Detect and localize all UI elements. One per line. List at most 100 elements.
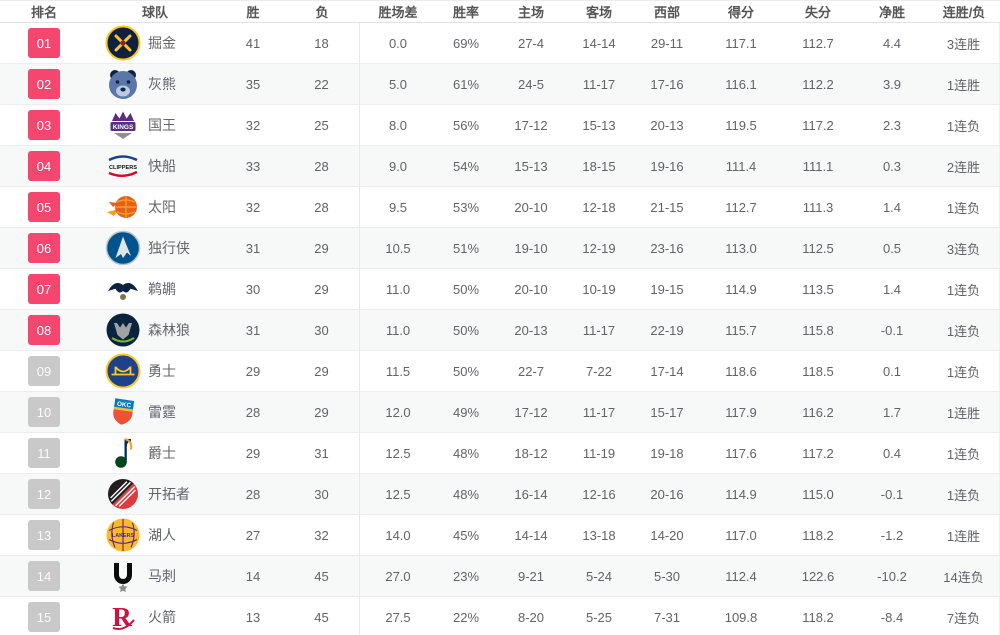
team-cell[interactable]: LAKERS 湖人 bbox=[88, 515, 222, 555]
games-behind-cell: 12.0 bbox=[385, 404, 411, 420]
net-points-cell: 0.5 bbox=[882, 240, 902, 256]
net-points-cell: 3.9 bbox=[882, 76, 902, 92]
home-record-cell: 9-21 bbox=[517, 568, 545, 584]
west-record-cell: 14-20 bbox=[650, 527, 684, 543]
team-name[interactable]: 鹈鹕 bbox=[148, 281, 176, 297]
team-cell[interactable]: CLIPPERS 快船 bbox=[88, 146, 222, 186]
col-header-rank: 排名 bbox=[30, 5, 57, 20]
rank-cell: 04 bbox=[0, 146, 88, 186]
team-cell[interactable]: 灰熊 bbox=[88, 64, 222, 104]
home-record-cell: 20-10 bbox=[514, 199, 548, 215]
points-for-cell: 112.4 bbox=[725, 568, 757, 584]
net-points-cell: 1.4 bbox=[882, 281, 902, 297]
west-record-cell: 19-15 bbox=[650, 281, 684, 297]
svg-text:KINGS: KINGS bbox=[113, 124, 134, 131]
rank-cell: 10 bbox=[0, 392, 88, 432]
points-for-cell: 118.6 bbox=[725, 363, 757, 379]
team-cell[interactable]: 开拓者 bbox=[88, 474, 222, 514]
team-name[interactable]: 马刺 bbox=[148, 568, 176, 584]
wins-cell: 28 bbox=[245, 404, 261, 420]
team-cell[interactable]: 太阳 bbox=[88, 187, 222, 227]
win-pct-cell: 61% bbox=[452, 76, 480, 92]
wins-cell: 27 bbox=[245, 527, 261, 543]
points-for-cell: 112.7 bbox=[725, 199, 757, 215]
home-record-cell: 14-14 bbox=[514, 527, 548, 543]
team-cell[interactable]: 勇士 bbox=[88, 351, 222, 391]
team-name[interactable]: 湖人 bbox=[148, 527, 176, 543]
rank-badge: 02 bbox=[28, 69, 60, 99]
rank-cell: 12 bbox=[0, 474, 88, 514]
away-record-cell: 18-15 bbox=[582, 158, 616, 174]
table-row: 07 鹈鹕 30 29 11.0 50% 20-10 10-19 19-15 1… bbox=[0, 269, 1000, 310]
net-points-cell: -8.4 bbox=[880, 609, 904, 625]
losses-cell: 45 bbox=[284, 597, 360, 635]
home-record-cell: 18-12 bbox=[514, 445, 548, 461]
losses-cell: 22 bbox=[284, 64, 360, 104]
team-name[interactable]: 快船 bbox=[148, 158, 176, 174]
games-behind-cell: 8.0 bbox=[388, 117, 408, 133]
rank-cell: 13 bbox=[0, 515, 88, 555]
team-cell[interactable]: 鹈鹕 bbox=[88, 269, 222, 309]
games-behind-cell: 5.0 bbox=[388, 76, 408, 92]
team-cell[interactable]: 马刺 bbox=[88, 556, 222, 596]
points-against-cell: 116.2 bbox=[802, 404, 834, 420]
team-name[interactable]: 掘金 bbox=[148, 35, 176, 51]
team-cell[interactable]: R 火箭 bbox=[88, 597, 222, 635]
streak-cell: 1连负 bbox=[928, 433, 1000, 473]
team-cell[interactable]: 独行侠 bbox=[88, 228, 222, 268]
team-name[interactable]: 太阳 bbox=[148, 199, 176, 215]
win-pct-cell: 48% bbox=[452, 445, 480, 461]
win-pct-cell: 56% bbox=[452, 117, 480, 133]
rank-badge: 10 bbox=[28, 397, 60, 427]
west-record-cell: 7-31 bbox=[653, 609, 681, 625]
win-pct-cell: 49% bbox=[452, 404, 480, 420]
points-for-cell: 117.0 bbox=[725, 527, 757, 543]
rank-cell: 08 bbox=[0, 310, 88, 350]
net-points-cell: -0.1 bbox=[880, 486, 904, 502]
col-header-team: 球队 bbox=[141, 5, 168, 20]
col-header-west-record: 西部 bbox=[653, 5, 680, 20]
team-name[interactable]: 火箭 bbox=[148, 609, 176, 625]
home-record-cell: 19-10 bbox=[514, 240, 548, 256]
team-cell[interactable]: OKC 雷霆 bbox=[88, 392, 222, 432]
home-record-cell: 22-7 bbox=[517, 363, 545, 379]
away-record-cell: 12-19 bbox=[582, 240, 616, 256]
streak-cell: 1连负 bbox=[928, 310, 1000, 350]
rank-badge: 15 bbox=[28, 602, 60, 632]
team-cell[interactable]: 掘金 bbox=[88, 23, 222, 63]
team-name[interactable]: 森林狼 bbox=[148, 322, 190, 338]
points-for-cell: 117.9 bbox=[725, 404, 757, 420]
col-header-points-for: 得分 bbox=[727, 5, 754, 20]
away-record-cell: 10-19 bbox=[582, 281, 616, 297]
team-name[interactable]: 勇士 bbox=[148, 363, 176, 379]
points-for-cell: 113.0 bbox=[725, 240, 757, 256]
lakers-logo: LAKERS bbox=[105, 517, 141, 553]
team-cell[interactable]: KINGS 国王 bbox=[88, 105, 222, 145]
win-pct-cell: 69% bbox=[452, 35, 480, 51]
team-name[interactable]: 国王 bbox=[148, 117, 176, 133]
team-name[interactable]: 独行侠 bbox=[148, 240, 190, 256]
losses-cell: 28 bbox=[284, 187, 360, 227]
wins-cell: 41 bbox=[245, 35, 261, 51]
table-row: 12 开拓者 28 30 12.5 48% 16-14 12-16 20-16 … bbox=[0, 474, 1000, 515]
col-header-home-record: 主场 bbox=[517, 5, 544, 20]
points-against-cell: 111.1 bbox=[802, 158, 834, 174]
points-against-cell: 112.2 bbox=[802, 76, 834, 92]
losses-cell: 28 bbox=[284, 146, 360, 186]
jazz-logo bbox=[105, 435, 141, 471]
points-for-cell: 115.7 bbox=[725, 322, 757, 338]
west-record-cell: 5-30 bbox=[653, 568, 681, 584]
team-cell[interactable]: 爵士 bbox=[88, 433, 222, 473]
wins-cell: 35 bbox=[245, 76, 261, 92]
west-record-cell: 19-16 bbox=[650, 158, 684, 174]
team-name[interactable]: 雷霆 bbox=[148, 404, 176, 420]
rank-cell: 05 bbox=[0, 187, 88, 227]
team-cell[interactable]: 森林狼 bbox=[88, 310, 222, 350]
win-pct-cell: 48% bbox=[452, 486, 480, 502]
team-name[interactable]: 灰熊 bbox=[148, 76, 176, 92]
rank-badge: 12 bbox=[28, 479, 60, 509]
team-name[interactable]: 开拓者 bbox=[148, 486, 190, 502]
team-name[interactable]: 爵士 bbox=[148, 445, 176, 461]
wins-cell: 29 bbox=[245, 445, 261, 461]
